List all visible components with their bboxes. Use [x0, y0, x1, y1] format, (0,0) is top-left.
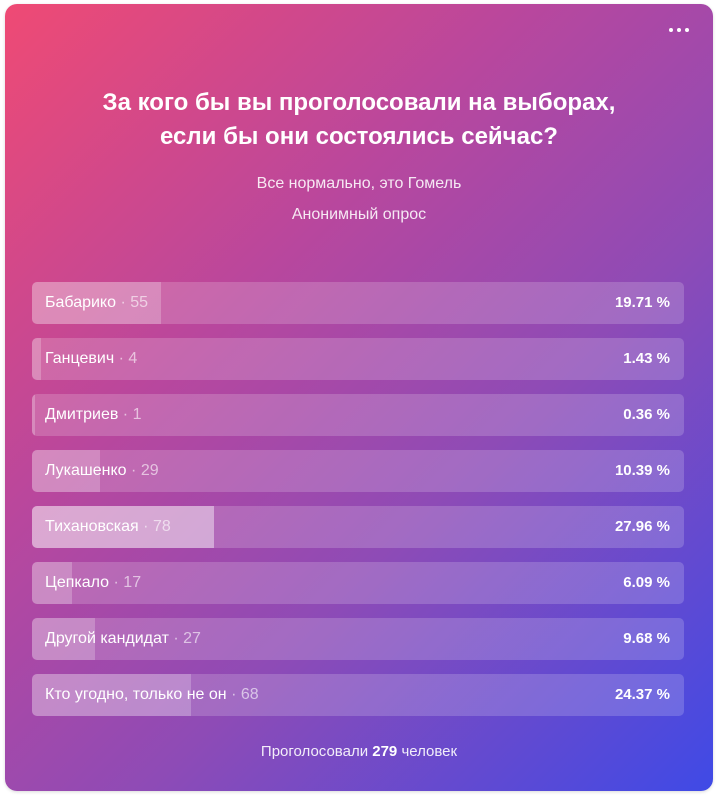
poll-option-separator: · — [120, 294, 126, 311]
poll-option-percent: 24.37 % — [614, 686, 670, 703]
poll-option-name: Бабарико — [45, 294, 117, 311]
poll-author[interactable]: Все нормально, это Гомель — [256, 175, 462, 192]
poll-option-votes: 17 — [123, 574, 142, 591]
poll-option[interactable]: Лукашенко · 29 10.39 % — [32, 450, 684, 492]
poll-option-label: Тихановская · 78 — [45, 518, 171, 536]
poll-option-separator: · — [122, 406, 129, 423]
poll-option-votes: 68 — [240, 686, 259, 703]
poll-option-fill — [32, 674, 191, 716]
poll-option-separator: · — [143, 518, 149, 535]
poll-title: За кого бы вы проголосовали на выборах, … — [45, 86, 673, 154]
poll-option-votes: 1 — [132, 406, 142, 423]
poll-option-votes: 27 — [183, 630, 201, 647]
poll-option-name: Тихановская — [45, 518, 139, 535]
poll-option-separator: · — [113, 574, 119, 591]
poll-option-name: Дмитриев — [45, 406, 119, 423]
more-dot-icon — [669, 28, 673, 32]
poll-option-votes: 4 — [128, 350, 138, 367]
footer-prefix: Проголосовали — [260, 743, 369, 760]
poll-option-label: Цепкало · 17 — [45, 574, 141, 592]
poll-footer[interactable]: Проголосовали 279 человек — [5, 743, 713, 760]
poll-option-votes: 78 — [152, 518, 171, 535]
poll-type: Анонимный опрос — [291, 206, 427, 223]
poll-option-separator: · — [118, 350, 124, 367]
poll-options: Бабарико · 55 19.71 % Ганцевич · 4 1.43 … — [32, 282, 684, 730]
poll-option-votes: 29 — [140, 462, 159, 479]
more-options-button[interactable] — [669, 28, 689, 32]
poll-option-label: Другой кандидат · 27 — [45, 630, 201, 648]
poll-option[interactable]: Ганцевич · 4 1.43 % — [32, 338, 684, 380]
poll-option-label: Лукашенко · 29 — [45, 462, 159, 480]
poll-option-percent: 9.68 % — [623, 630, 670, 647]
poll-option[interactable]: Другой кандидат · 27 9.68 % — [32, 618, 684, 660]
poll-option-fill — [32, 618, 96, 660]
poll-title-line-2: если бы они состоялись сейчас? — [160, 123, 558, 150]
poll-option-percent: 27.96 % — [614, 518, 670, 535]
poll-option-separator: · — [131, 462, 137, 479]
poll-option-name: Кто угодно, только не он — [45, 686, 227, 703]
poll-option-fill — [32, 562, 72, 604]
poll-option-label: Бабарико · 55 — [45, 294, 148, 312]
footer-vote-count: 279 — [372, 743, 398, 760]
poll-title-line-1: За кого бы вы проголосовали на выборах, — [102, 89, 616, 116]
poll-option-separator: · — [231, 686, 237, 703]
more-dot-icon — [677, 28, 681, 32]
poll-option-percent: 19.71 % — [614, 294, 670, 311]
more-dot-icon — [685, 28, 689, 32]
poll-option-votes: 55 — [130, 294, 149, 311]
poll-option-percent: 6.09 % — [623, 574, 670, 591]
poll-option-fill — [32, 338, 42, 380]
poll-option-leading[interactable]: Тихановская · 78 27.96 % — [32, 506, 684, 548]
poll-option-name: Другой кандидат — [45, 630, 169, 647]
poll-option-separator: · — [173, 630, 179, 647]
poll-option-percent: 0.36 % — [623, 406, 670, 423]
poll-option-label: Дмитриев · 1 — [45, 406, 141, 424]
poll-option-name: Лукашенко — [45, 462, 127, 479]
poll-option-label: Кто угодно, только не он · 68 — [45, 686, 259, 704]
poll-option-fill — [32, 394, 36, 436]
poll-option-fill — [32, 450, 100, 492]
poll-option[interactable]: Цепкало · 17 6.09 % — [32, 562, 684, 604]
poll-option-label: Ганцевич · 4 — [45, 350, 137, 368]
poll-option-name: Ганцевич — [45, 350, 115, 367]
poll-option-fill — [32, 282, 161, 324]
poll-option[interactable]: Кто угодно, только не он · 68 24.37 % — [32, 674, 684, 716]
poll-card: За кого бы вы проголосовали на выборах, … — [5, 4, 713, 791]
poll-option-percent: 10.39 % — [614, 462, 670, 479]
poll-option[interactable]: Дмитриев · 1 0.36 % — [32, 394, 684, 436]
poll-option-percent: 1.43 % — [623, 350, 670, 367]
poll-option-name: Цепкало — [45, 574, 110, 591]
poll-option-fill — [32, 506, 215, 548]
footer-suffix: человек — [401, 743, 458, 760]
poll-option[interactable]: Бабарико · 55 19.71 % — [32, 282, 684, 324]
